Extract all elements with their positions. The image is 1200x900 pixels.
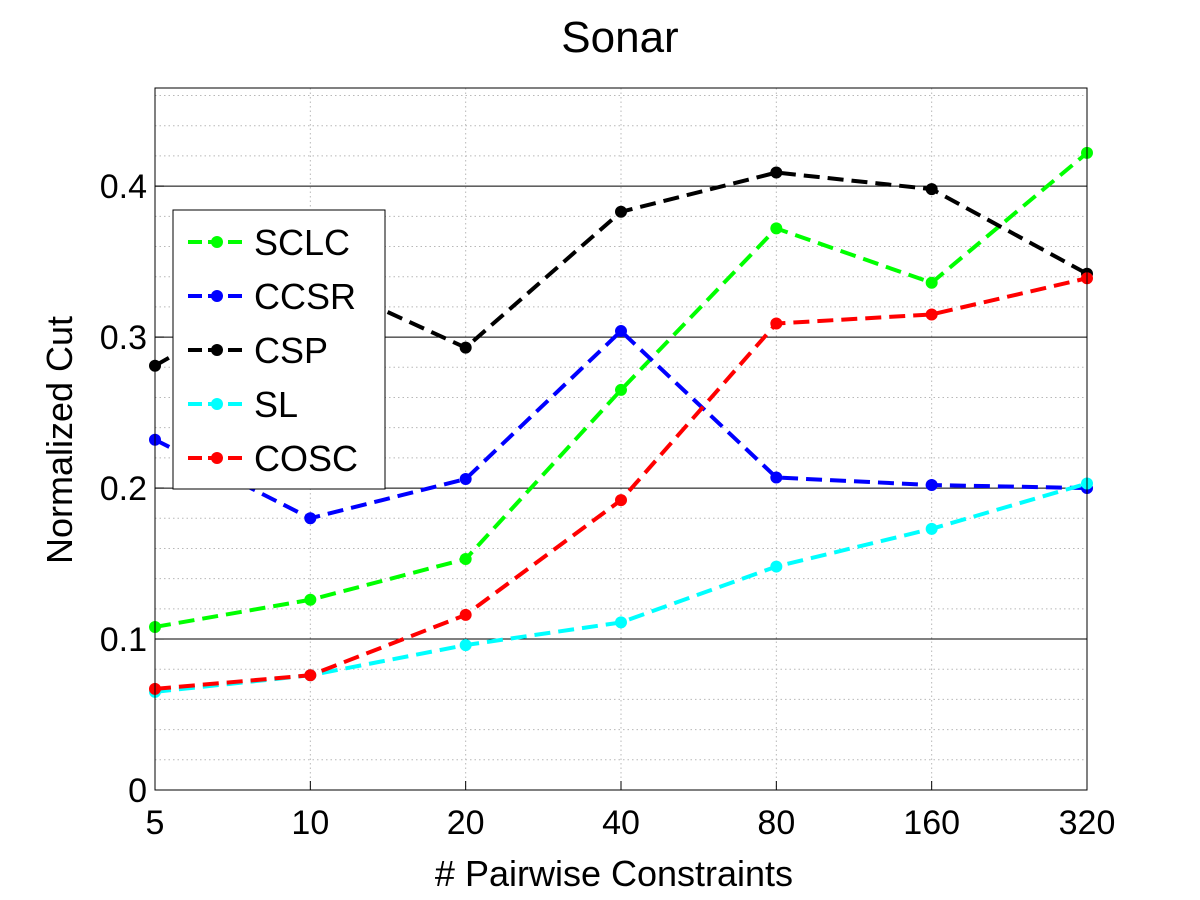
x-tick-label: 20	[447, 804, 485, 842]
data-point	[615, 325, 627, 338]
legend-label: SL	[254, 384, 298, 425]
data-point	[770, 222, 783, 235]
data-point	[459, 473, 472, 486]
x-tick-label: 5	[146, 804, 165, 842]
legend-entry-sclc: SCLC	[188, 222, 350, 263]
series-cosc	[149, 272, 1093, 695]
legend-swatch-marker	[211, 344, 223, 356]
y-tick-label: 0.2	[100, 470, 147, 508]
x-tick-label: 320	[1059, 804, 1116, 842]
legend-swatch-marker	[211, 236, 223, 248]
data-point	[770, 560, 783, 573]
data-point	[770, 471, 783, 484]
legend-entry-ccsr: CCSR	[188, 276, 356, 317]
y-tick-label: 0.3	[100, 319, 147, 357]
data-point	[459, 553, 472, 566]
data-point	[615, 205, 627, 218]
legend-entry-cosc: COSC	[188, 438, 358, 479]
x-tick-label: 40	[602, 804, 640, 842]
data-point	[925, 522, 938, 535]
y-tick-label: 0	[128, 772, 147, 810]
series-layer	[149, 146, 1093, 698]
legend-swatch-marker	[211, 290, 223, 302]
data-point	[615, 494, 627, 507]
legend-label: CSP	[254, 330, 328, 371]
legend-label: COSC	[254, 438, 358, 479]
legend-label: SCLC	[254, 222, 350, 263]
y-tick-label: 0.4	[100, 168, 147, 206]
chart-title: Sonar	[561, 13, 678, 62]
x-axis-label: # Pairwise Constraints	[435, 853, 793, 894]
series-ccsr	[149, 325, 1093, 525]
data-point	[459, 341, 472, 354]
series-sclc	[149, 146, 1093, 633]
axes: 0 0.1 0.2 0.3 0.4 5 10 20 40 80 160 320	[100, 168, 1116, 842]
x-tick-label: 80	[757, 804, 795, 842]
data-point	[925, 276, 938, 289]
legend-entry-sl: SL	[188, 384, 298, 425]
data-point	[925, 308, 938, 321]
x-tick-label: 10	[291, 804, 329, 842]
y-tick-label: 0.1	[100, 621, 147, 659]
data-point	[615, 383, 627, 396]
legend-entry-csp: CSP	[188, 330, 328, 371]
data-point	[925, 479, 938, 492]
data-point	[615, 616, 627, 629]
data-point	[925, 183, 938, 196]
legend-label: CCSR	[254, 276, 356, 317]
data-point	[459, 639, 472, 652]
data-point	[770, 166, 783, 179]
data-point	[459, 608, 472, 621]
legend-swatch-marker	[211, 398, 223, 410]
legend: SCLC CCSR CSP SL COSC	[172, 209, 386, 490]
data-point	[304, 512, 317, 525]
y-axis-label: Normalized Cut	[39, 316, 80, 564]
x-tick-label: 160	[903, 804, 960, 842]
data-point	[770, 317, 783, 330]
legend-swatch-marker	[211, 452, 223, 464]
data-point	[304, 669, 317, 682]
data-point	[304, 593, 317, 606]
